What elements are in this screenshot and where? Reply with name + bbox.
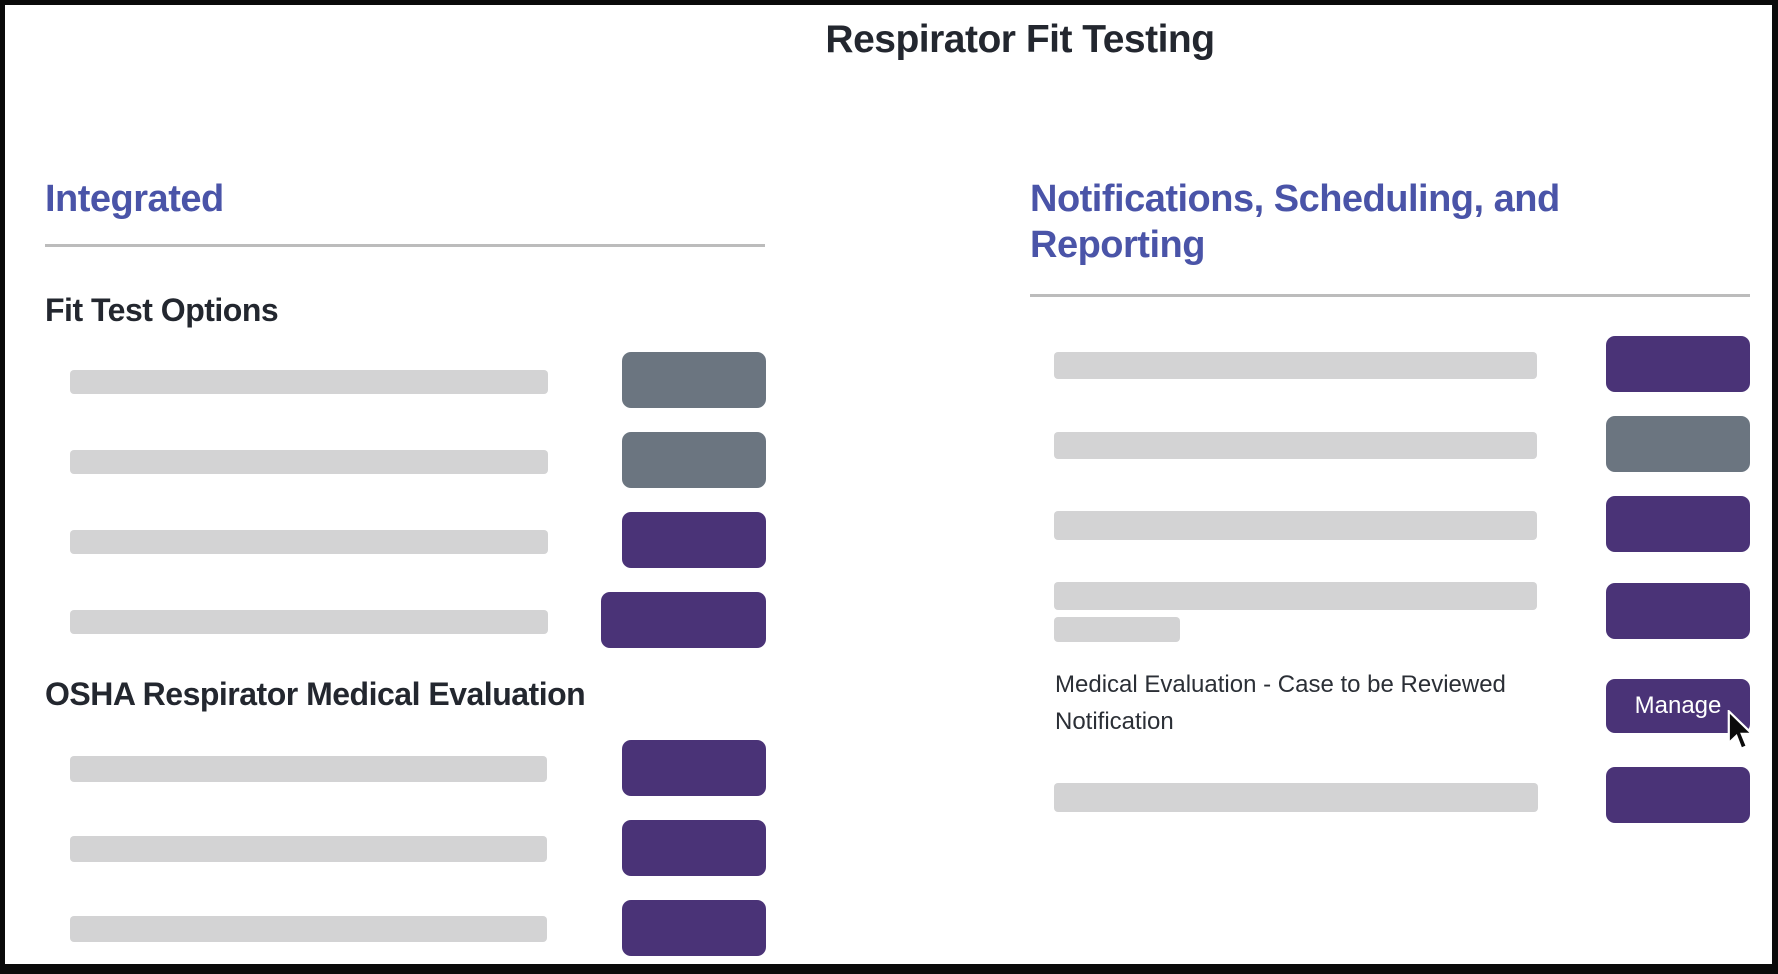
action-button[interactable] [1606,767,1750,823]
section-title-osha-medical-evaluation: OSHA Respirator Medical Evaluation [45,676,586,712]
placeholder-bar [70,916,547,942]
right-column-divider [1030,294,1750,297]
action-button[interactable] [1606,336,1750,392]
manage-button[interactable]: Manage [1606,679,1750,733]
placeholder-bar [70,610,548,634]
placeholder-bar [1054,432,1537,459]
placeholder-bar [70,370,548,394]
action-button[interactable] [1606,583,1750,639]
action-button[interactable] [622,740,766,796]
placeholder-bar [70,756,547,782]
placeholder-bar [1054,352,1537,379]
left-column-divider [45,244,765,247]
placeholder-bar [70,450,548,474]
action-button[interactable] [601,592,766,648]
placeholder-bar [1054,783,1538,812]
left-column-heading: Integrated [45,178,224,220]
section-title-fit-test-options: Fit Test Options [45,292,279,328]
action-button[interactable] [622,352,766,408]
action-button[interactable] [622,512,766,568]
placeholder-bar [1054,511,1537,540]
action-button[interactable] [622,820,766,876]
action-button[interactable] [622,432,766,488]
manage-button-label: Manage [1634,692,1722,719]
placeholder-bar [70,836,547,862]
right-column-heading: Notifications, Scheduling, and Reporting [1030,178,1560,266]
action-button[interactable] [622,900,766,956]
page-title: Respirator Fit Testing [825,18,1215,61]
placeholder-bar [1054,582,1537,610]
notification-label: Medical Evaluation - Case to be Reviewed… [1055,671,1506,735]
mouse-cursor-icon [1727,710,1755,751]
action-button[interactable] [1606,416,1750,472]
action-button[interactable] [1606,496,1750,552]
placeholder-bar [70,530,548,554]
placeholder-bar-secondary [1054,617,1180,642]
